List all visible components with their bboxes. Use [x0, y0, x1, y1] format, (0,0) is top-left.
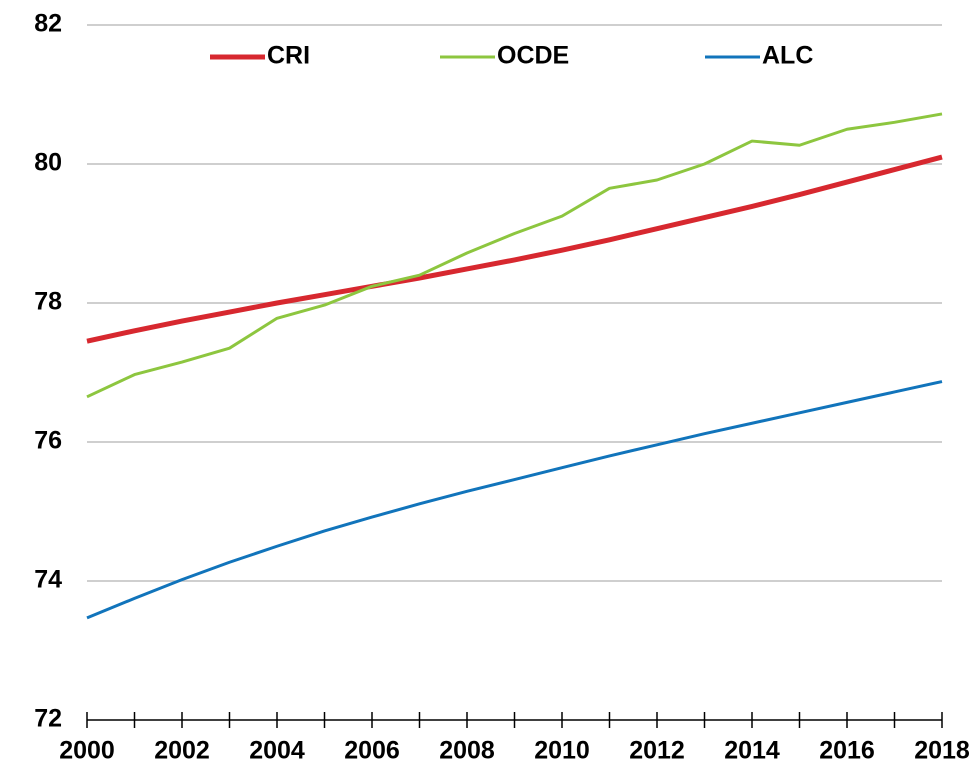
x-tick-label: 2012 [629, 737, 685, 765]
series-line [86, 154, 943, 344]
x-tick-label: 2010 [534, 737, 590, 765]
x-tick-label: 2008 [439, 737, 495, 765]
y-tick-label: 72 [34, 705, 62, 733]
x-tick-label: 2004 [249, 737, 305, 765]
y-tick-label: 82 [34, 10, 62, 38]
legend-label: ALC [762, 42, 813, 70]
y-tick-label: 80 [34, 149, 62, 177]
x-tick-label: 2014 [724, 737, 780, 765]
y-tick-label: 76 [34, 427, 62, 455]
x-tick-label: 2018 [914, 737, 970, 765]
series-line [86, 380, 943, 620]
y-tick-label: 74 [34, 566, 62, 594]
x-tick-label: 2000 [59, 737, 115, 765]
legend-label: CRI [267, 42, 310, 70]
x-tick-label: 2016 [819, 737, 875, 765]
y-tick-label: 78 [34, 288, 62, 316]
x-tick-label: 2002 [154, 737, 210, 765]
legend-label: OCDE [497, 42, 569, 70]
x-tick-label: 2006 [344, 737, 400, 765]
series-line [86, 112, 943, 399]
